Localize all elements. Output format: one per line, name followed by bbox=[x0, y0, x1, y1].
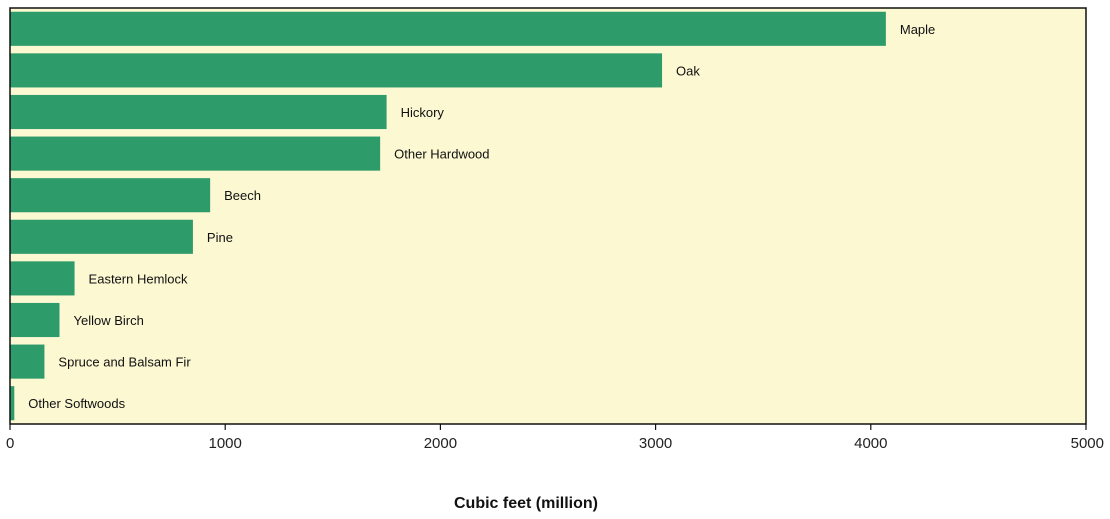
x-tick-label: 3000 bbox=[639, 435, 672, 452]
bar-hickory bbox=[10, 94, 387, 130]
bar-eastern-hemlock bbox=[10, 261, 75, 296]
bars-group bbox=[10, 11, 886, 421]
bar-label: Other Hardwood bbox=[394, 147, 489, 162]
bar-other-softwoods bbox=[10, 386, 15, 421]
bar-pine bbox=[10, 219, 193, 254]
bar-labels-group: Maple Oak Hickory Other Hardwood Beech Pine Ea… bbox=[28, 22, 935, 411]
bar-label: Spruce and Balsam Fir bbox=[58, 355, 191, 370]
x-tick-label: 1000 bbox=[209, 435, 242, 452]
bar-label: Pine bbox=[207, 230, 233, 245]
x-tick-label: 0 bbox=[6, 435, 14, 452]
x-axis: 0 1000 2000 3000 4000 5000 bbox=[6, 424, 1104, 452]
bar-yellow-birch bbox=[10, 302, 60, 338]
bar-label: Yellow Birch bbox=[73, 313, 143, 328]
bar-other-hardwood bbox=[10, 136, 381, 171]
x-tick-label: 5000 bbox=[1071, 435, 1104, 452]
x-tick-label: 4000 bbox=[854, 435, 887, 452]
bar-label: Oak bbox=[676, 63, 700, 78]
bar-beech bbox=[10, 178, 211, 213]
x-tick-label: 2000 bbox=[424, 435, 457, 452]
bar-label: Eastern Hemlock bbox=[89, 271, 188, 286]
plot-frame bbox=[9, 7, 1087, 425]
x-axis-title: Cubic feet (million) bbox=[454, 495, 598, 512]
bar-label: Other Softwoods bbox=[28, 396, 125, 411]
bar-spruce-and-balsam-fir bbox=[10, 344, 45, 379]
bar-label: Beech bbox=[224, 188, 261, 203]
bar-maple bbox=[10, 11, 886, 46]
bar-oak bbox=[10, 53, 663, 88]
bar-label: Maple bbox=[900, 22, 935, 37]
bar-label: Hickory bbox=[401, 105, 445, 120]
